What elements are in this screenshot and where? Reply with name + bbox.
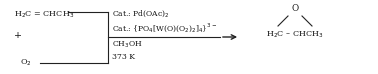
- Text: O: O: [291, 4, 299, 13]
- Text: Cat.: {PO$_4$[W(O)(O$_2$)$_2$]$_4$}$^{3-}$: Cat.: {PO$_4$[W(O)(O$_2$)$_2$]$_4$}$^{3-…: [112, 22, 217, 35]
- Text: CH$_3$OH: CH$_3$OH: [112, 39, 143, 50]
- Text: 373 K: 373 K: [112, 53, 135, 61]
- Text: O$_2$: O$_2$: [20, 58, 32, 69]
- Text: Cat.: Pd(OAc)$_2$: Cat.: Pd(OAc)$_2$: [112, 8, 170, 19]
- Text: H$_2$C – CHCH$_3$: H$_2$C – CHCH$_3$: [266, 29, 324, 40]
- Text: H$_2$C = CHCH$_3$: H$_2$C = CHCH$_3$: [14, 10, 74, 20]
- Text: +: +: [14, 32, 22, 40]
